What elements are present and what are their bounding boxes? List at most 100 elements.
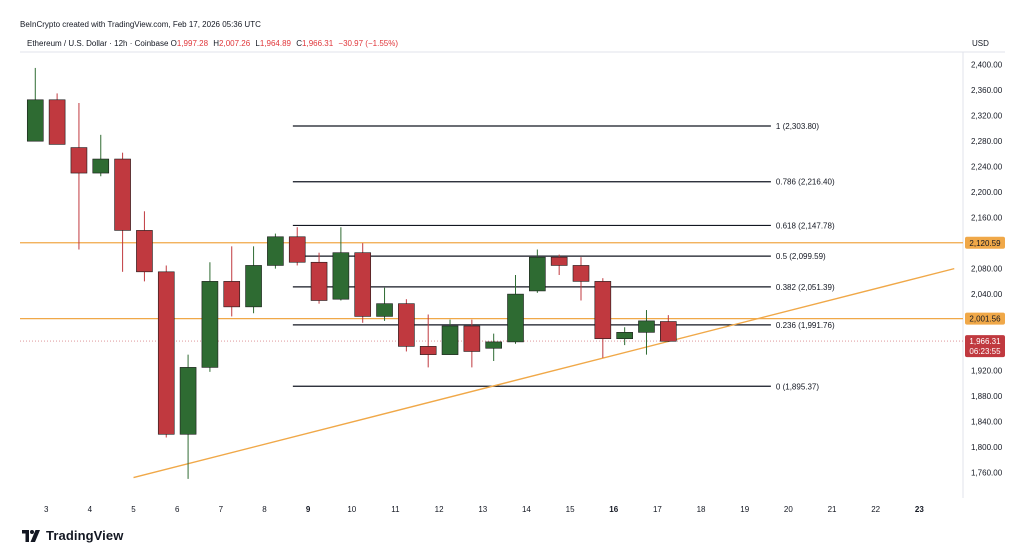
price-axis-tick-15: 2,360.00 bbox=[971, 86, 1003, 95]
last-price-countdown: 06:23:55 bbox=[969, 347, 1001, 356]
candle-body-12 bbox=[288, 236, 306, 263]
time-axis-tick-1: 4 bbox=[88, 505, 93, 514]
price-axis-tick-2: 1,840.00 bbox=[971, 418, 1003, 427]
candle-body-24 bbox=[550, 256, 568, 266]
currency-label[interactable]: USD bbox=[972, 39, 989, 48]
candle-body-17 bbox=[398, 303, 415, 347]
fib-level-label-3: 0.5 (2,099.59) bbox=[776, 252, 826, 261]
candle-body-19 bbox=[441, 325, 459, 355]
high-label: H bbox=[213, 39, 220, 48]
time-axis-tick-6: 9 bbox=[306, 505, 311, 514]
chart-credit: BeInCrypto created with TradingView.com,… bbox=[20, 20, 261, 29]
candle-body-13 bbox=[310, 261, 328, 301]
candle-body-16 bbox=[376, 303, 393, 317]
time-axis-tick-17: 20 bbox=[784, 505, 793, 514]
time-axis-tick-0: 3 bbox=[44, 505, 49, 514]
time-axis-tick-13: 16 bbox=[609, 505, 618, 514]
time-axis[interactable]: 3 4 5 6 7 8 9 10 11 12 13 14 15 16 17 18 19 20 21 22 23 bbox=[44, 505, 924, 514]
candle-body-28 bbox=[638, 320, 655, 333]
price-axis-tick-12: 2,240.00 bbox=[971, 163, 1003, 172]
candle-body-2 bbox=[70, 147, 88, 174]
time-axis-tick-19: 22 bbox=[871, 505, 880, 514]
time-axis-tick-9: 12 bbox=[435, 505, 444, 514]
candle-body-8 bbox=[201, 281, 219, 368]
price-axis[interactable]: 1,760.00 1,800.00 1,840.00 1,880.00 1,920.00… bbox=[971, 61, 1003, 478]
candle-body-9 bbox=[223, 281, 241, 308]
symbol-ohlc-line: Ethereum / U.S. Dollar · 12h · Coinbase … bbox=[27, 39, 401, 48]
tradingview-logo[interactable]: TradingView bbox=[22, 528, 123, 543]
last-price-tag bbox=[965, 335, 1005, 358]
time-axis-tick-14: 17 bbox=[653, 505, 662, 514]
candle-body-22 bbox=[507, 293, 524, 343]
time-axis-tick-11: 14 bbox=[522, 505, 531, 514]
price-axis-tick-16: 2,400.00 bbox=[971, 61, 1003, 70]
candle-body-4 bbox=[114, 158, 131, 231]
price-axis-tick-3: 1,880.00 bbox=[971, 392, 1003, 401]
candle-body-20 bbox=[463, 325, 481, 352]
time-axis-tick-7: 10 bbox=[347, 505, 356, 514]
level-price-tag-0 bbox=[965, 236, 1005, 249]
candle-body-27 bbox=[616, 332, 633, 340]
price-axis-tick-7: 2,040.00 bbox=[971, 290, 1003, 299]
tradingview-logo-icon bbox=[22, 529, 40, 542]
candle-body-0 bbox=[26, 99, 44, 142]
candle-body-6 bbox=[157, 271, 175, 435]
candle-body-26 bbox=[594, 281, 612, 340]
high-value: 2,007.26 bbox=[219, 39, 251, 48]
time-axis-tick-5: 8 bbox=[262, 505, 267, 514]
fib-level-label-5: 0.236 (1,991.76) bbox=[776, 321, 835, 330]
last-price-tag-value: 1,966.31 bbox=[969, 337, 1001, 346]
symbol-name[interactable]: Ethereum / U.S. Dollar · 12h · Coinbase bbox=[27, 39, 169, 48]
candle-body-29 bbox=[660, 321, 677, 342]
price-axis-tick-11: 2,200.00 bbox=[971, 188, 1003, 197]
candle-body-15 bbox=[354, 252, 372, 317]
candle-body-1 bbox=[48, 99, 66, 145]
candle-body-10 bbox=[245, 265, 262, 308]
ascending-trendline bbox=[133, 267, 955, 479]
fib-level-label-4: 0.382 (2,051.39) bbox=[776, 283, 835, 292]
level-price-tag-1 bbox=[965, 312, 1005, 325]
open-label: O bbox=[170, 39, 177, 48]
time-axis-tick-16: 19 bbox=[740, 505, 749, 514]
price-axis-tick-10: 2,160.00 bbox=[971, 214, 1003, 223]
horizontal-levels bbox=[20, 242, 963, 320]
time-axis-tick-4: 7 bbox=[219, 505, 224, 514]
price-axis-tick-0: 1,760.00 bbox=[971, 469, 1003, 478]
price-axis-tick-4: 1,920.00 bbox=[971, 367, 1003, 376]
time-axis-tick-12: 15 bbox=[566, 505, 575, 514]
time-axis-tick-18: 21 bbox=[828, 505, 837, 514]
time-axis-tick-3: 6 bbox=[175, 505, 180, 514]
price-axis-tick-8: 2,080.00 bbox=[971, 265, 1003, 274]
candle-body-5 bbox=[136, 230, 153, 273]
level-price-tag-label-0: 2,120.59 bbox=[969, 239, 1001, 248]
candle-body-7 bbox=[179, 367, 197, 435]
time-axis-tick-20: 23 bbox=[915, 505, 924, 514]
time-axis-tick-8: 11 bbox=[391, 505, 400, 514]
candle-body-21 bbox=[485, 341, 502, 349]
close-label: C bbox=[296, 39, 303, 48]
fib-level-label-6: 0 (1,895.37) bbox=[776, 382, 819, 391]
tradingview-brand: TradingView bbox=[46, 528, 124, 543]
fib-level-label-2: 0.618 (2,147.78) bbox=[776, 221, 835, 230]
time-axis-tick-10: 13 bbox=[478, 505, 487, 514]
level-price-tag-label-1: 2,001.56 bbox=[969, 315, 1001, 324]
open-value: 1,997.28 bbox=[176, 39, 209, 48]
candlesticks bbox=[26, 67, 677, 479]
candle-body-14 bbox=[332, 252, 350, 300]
fib-level-label-1: 0.786 (2,216.40) bbox=[776, 178, 835, 187]
time-axis-tick-2: 5 bbox=[131, 505, 136, 514]
candle-body-3 bbox=[92, 158, 110, 174]
fibonacci-retracement: 1 (2,303.80) 0.786 (2,216.40) 0.618 (2,147… bbox=[292, 122, 835, 391]
price-axis-tick-14: 2,320.00 bbox=[971, 112, 1003, 121]
candle-body-11 bbox=[267, 236, 284, 266]
price-axis-tick-1: 1,800.00 bbox=[971, 443, 1003, 452]
price-axis-tick-13: 2,280.00 bbox=[971, 137, 1003, 146]
low-label: L bbox=[255, 39, 260, 48]
candle-body-25 bbox=[572, 265, 590, 282]
candle-body-23 bbox=[529, 256, 546, 292]
low-value: 1,964.89 bbox=[259, 39, 291, 48]
trendline bbox=[133, 267, 955, 479]
close-value: 1,966.31 bbox=[302, 39, 334, 48]
